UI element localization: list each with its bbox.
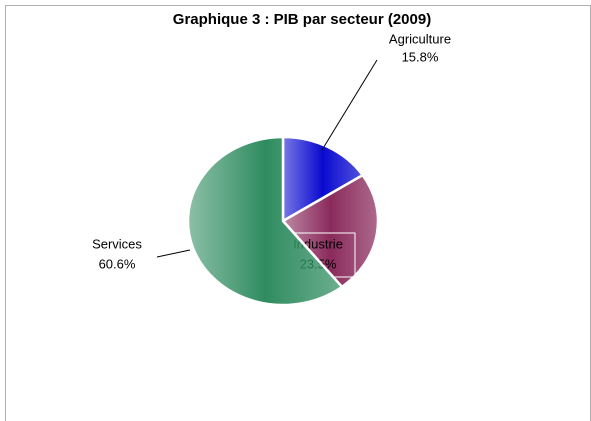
pie-slice: [281, 135, 365, 224]
leader-line: [156, 249, 191, 258]
slice-value-label: 60.6%: [99, 256, 136, 271]
chart-title: Graphique 3 : PIB par secteur (2009): [173, 11, 431, 28]
pie-slice: [186, 135, 344, 307]
pie-slice: [281, 173, 380, 289]
slice-value-label: 15.8%: [402, 49, 439, 64]
leader-line: [321, 59, 378, 151]
slice-label: Services: [92, 236, 142, 251]
slice-label: Agriculture: [389, 31, 451, 46]
